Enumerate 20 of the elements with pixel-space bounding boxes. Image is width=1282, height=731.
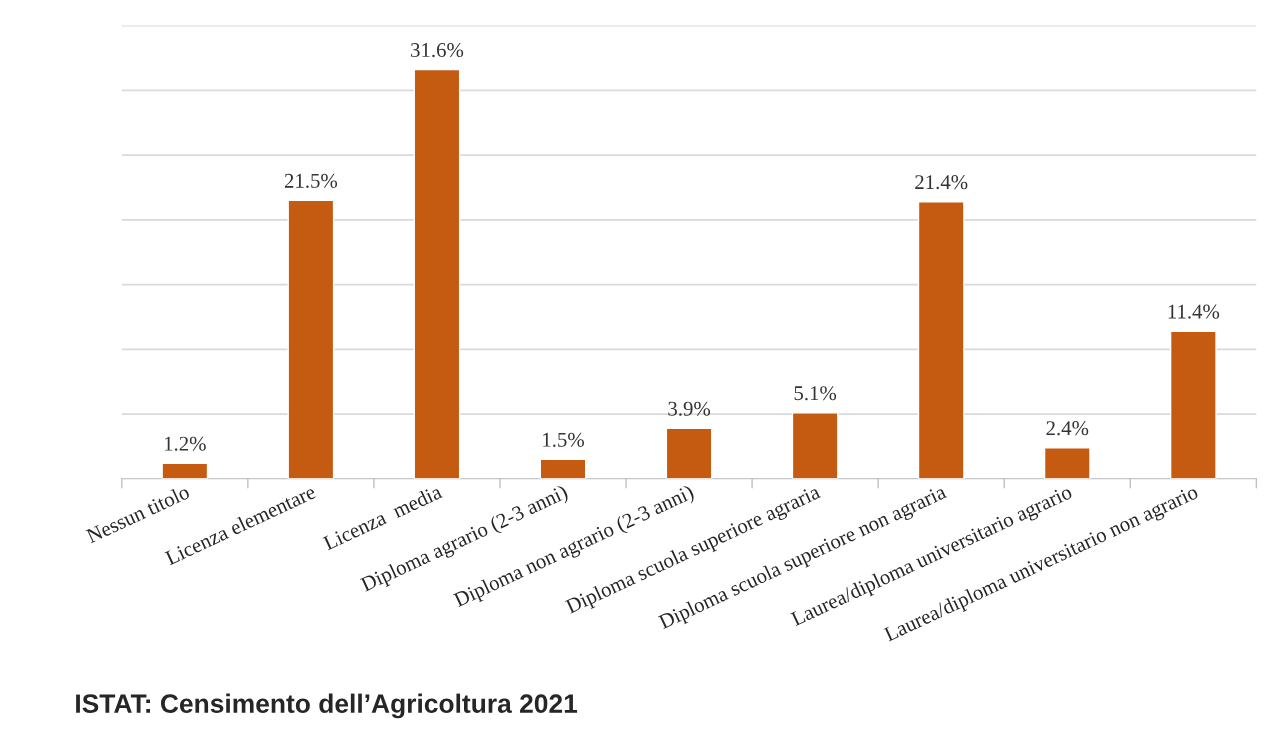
bar <box>413 68 461 479</box>
data-label: 2.4% <box>1046 421 1089 436</box>
data-label: 21.5% <box>284 173 338 188</box>
data-label: 31.6% <box>411 42 464 58</box>
bar <box>287 199 335 479</box>
data-label: 3.9% <box>668 401 711 416</box>
data-label: 1.5% <box>543 432 584 447</box>
text: ISTAT: Censimento dell’Agricoltura 2021 <box>76 693 578 719</box>
bar <box>161 462 209 479</box>
data-label: 5.1% <box>794 386 837 401</box>
bar <box>917 200 965 479</box>
data-label: 11.4% <box>1168 304 1220 319</box>
x-tick-label: Nessun titolo <box>85 484 191 544</box>
bar <box>539 458 587 479</box>
bar <box>1169 330 1217 479</box>
bar <box>791 412 839 479</box>
data-label: 21.4% <box>915 175 968 190</box>
data-label: 1.2% <box>164 436 206 451</box>
bar <box>665 427 713 479</box>
bar <box>1043 447 1091 479</box>
